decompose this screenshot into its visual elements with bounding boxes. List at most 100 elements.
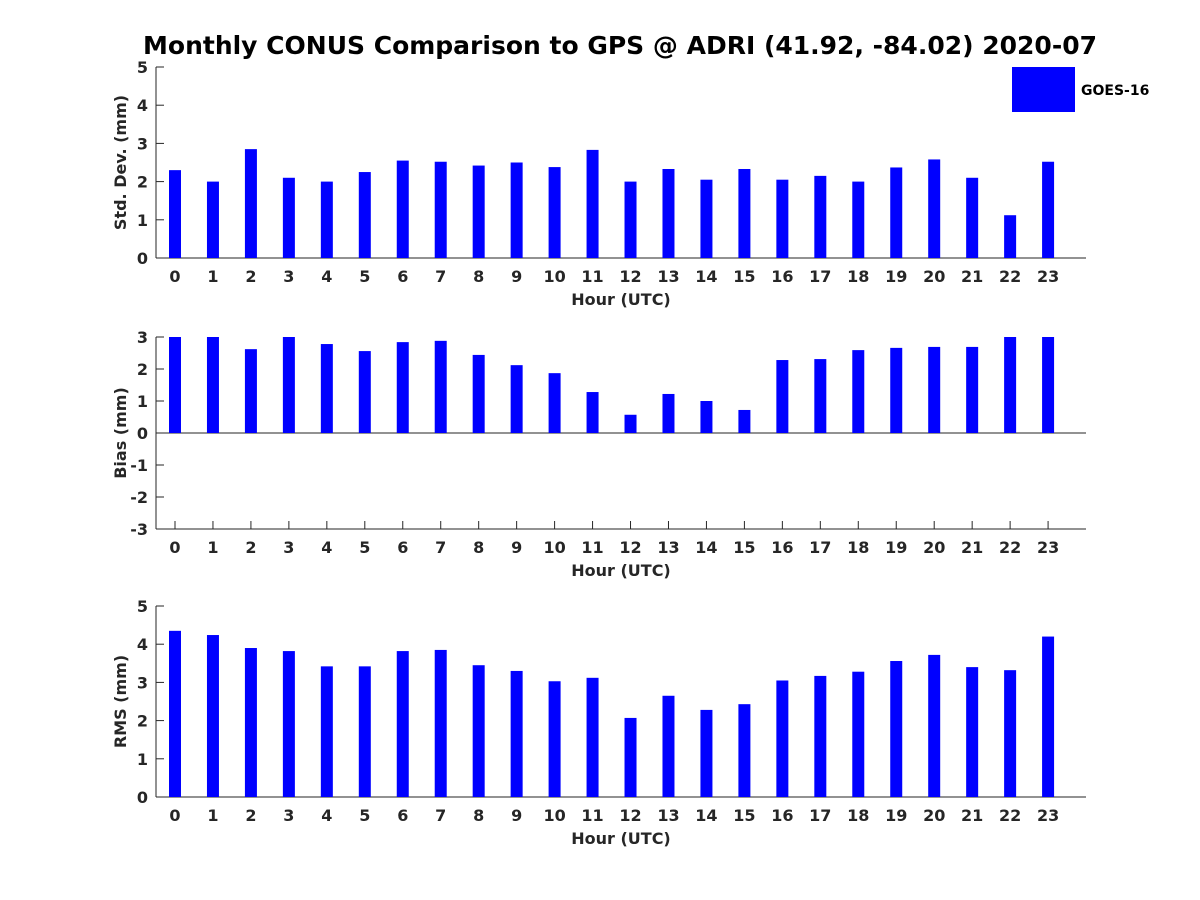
y-tick-label: 2 [137,712,148,731]
y-tick-label: 5 [137,58,148,77]
x-tick-label: 20 [923,806,945,825]
bar-hour-16 [776,179,789,258]
bar-hour-15 [738,409,751,433]
bar-hour-6 [396,651,409,797]
bar-hour-8 [472,165,485,258]
x-tick-label: 13 [657,538,679,557]
bar-hour-12 [624,181,637,258]
x-tick-label: 22 [999,538,1021,557]
x-tick-label: 15 [733,538,755,557]
x-tick-label: 18 [847,806,869,825]
x-tick-label: 10 [543,267,565,286]
bar-hour-0 [169,337,181,433]
x-tick-label: 6 [397,538,408,557]
bar-hour-8 [472,665,485,797]
bar-hour-22 [1004,337,1017,433]
y-tick-label: -2 [130,488,148,507]
bar-hour-3 [282,177,295,258]
x-tick-label: 21 [961,806,983,825]
bar-hour-5 [358,351,371,433]
y-tick-label: -1 [130,456,148,475]
bar-hour-4 [320,344,333,433]
bar-hour-2 [244,648,257,797]
bar-hour-13 [662,695,675,797]
y-tick-label: -3 [130,520,148,539]
bar-hour-20 [928,654,941,797]
x-tick-label: 17 [809,806,831,825]
y-tick-label: 2 [137,360,148,379]
x-tick-label: 5 [359,267,370,286]
bar-hour-15 [738,168,751,258]
x-tick-label: 12 [619,806,641,825]
bar-hour-13 [662,393,675,433]
x-tick-label: 7 [435,538,446,557]
y-tick-label: 2 [137,173,148,192]
x-tick-label: 16 [771,267,793,286]
legend: GOES-16 [1012,67,1149,112]
bar-hour-9 [510,162,523,258]
bar-hour-3 [282,651,295,797]
x-tick-label: 9 [511,267,522,286]
bar-hour-17 [814,675,827,797]
bar-hour-23 [1042,636,1055,797]
bar-hour-12 [624,414,637,433]
x-tick-label: 11 [581,538,603,557]
x-tick-label: 5 [359,538,370,557]
y-tick-label: 0 [137,249,148,268]
bar-hour-16 [776,360,789,433]
bar-hour-16 [776,680,789,797]
y-tick-label: 1 [137,211,148,230]
x-tick-label: 21 [961,538,983,557]
x-tick-label: 12 [619,538,641,557]
x-tick-label: 0 [169,806,180,825]
bar-hour-22 [1004,670,1017,797]
bar-hour-15 [738,704,751,797]
bar-hour-1 [206,181,219,258]
x-tick-label: 7 [435,806,446,825]
x-tick-label: 20 [923,267,945,286]
x-tick-label: 14 [695,538,717,557]
bar-hour-11 [586,677,599,797]
bar-hour-7 [434,340,447,433]
bar-hour-12 [624,717,637,797]
y-tick-label: 0 [137,424,148,443]
x-tick-label: 23 [1037,806,1059,825]
bar-hour-4 [320,181,333,258]
y-tick-label: 1 [137,750,148,769]
bar-hour-10 [548,373,561,433]
legend-label: GOES-16 [1081,83,1149,99]
x-tick-label: 17 [809,538,831,557]
bar-hour-5 [358,666,371,797]
x-tick-label: 23 [1037,538,1059,557]
legend-swatch [1012,67,1075,112]
bar-hour-20 [928,346,941,433]
bar-hour-0 [169,170,181,258]
x-tick-label: 2 [245,267,256,286]
x-tick-label: 2 [245,538,256,557]
bar-hour-2 [244,349,257,433]
bar-hour-7 [434,161,447,258]
x-tick-label: 12 [619,267,641,286]
bar-hour-11 [586,149,599,258]
x-tick-label: 22 [999,806,1021,825]
bar-hour-21 [966,667,979,797]
bar-hour-19 [890,167,903,258]
y-axis-label: RMS (mm) [111,655,130,748]
bar-hour-4 [320,666,333,797]
bar-hour-0 [169,630,181,797]
x-tick-label: 6 [397,806,408,825]
x-tick-label: 15 [733,267,755,286]
x-tick-label: 4 [321,806,332,825]
x-tick-label: 8 [473,538,484,557]
x-tick-label: 19 [885,538,907,557]
bar-hour-7 [434,649,447,797]
x-tick-label: 19 [885,267,907,286]
x-tick-label: 10 [543,538,565,557]
bar-hour-17 [814,175,827,258]
x-tick-label: 1 [207,267,218,286]
x-tick-label: 16 [771,538,793,557]
x-tick-label: 9 [511,806,522,825]
x-tick-label: 9 [511,538,522,557]
